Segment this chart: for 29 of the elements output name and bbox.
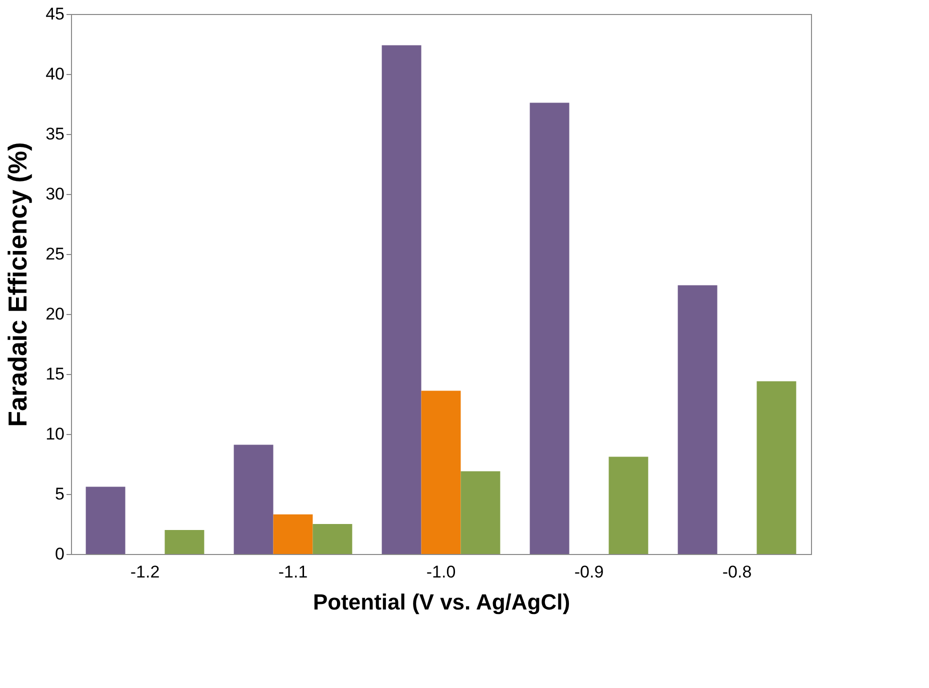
y-tick-label: 10 bbox=[46, 424, 64, 444]
y-tick-label: 25 bbox=[46, 244, 64, 264]
bar bbox=[460, 471, 500, 554]
x-axis-title: Potential (V vs. Ag/AgCl) bbox=[312, 590, 570, 614]
x-tick-label: -1.2 bbox=[130, 562, 160, 582]
x-tick-label: -0.9 bbox=[574, 562, 604, 582]
bar bbox=[530, 102, 570, 554]
x-tick-label: -1.0 bbox=[426, 562, 456, 582]
y-tick-label: 40 bbox=[46, 64, 64, 84]
y-tick-label: 0 bbox=[55, 544, 64, 564]
bar bbox=[86, 486, 126, 554]
bar bbox=[756, 381, 796, 554]
x-tick-label: -0.8 bbox=[722, 562, 752, 582]
y-axis-title: Faradaic Efficiency (%) bbox=[2, 142, 33, 427]
x-tick-label: -1.1 bbox=[278, 562, 308, 582]
y-tick-label: 45 bbox=[46, 4, 64, 24]
bar bbox=[164, 530, 204, 554]
y-tick-label: 20 bbox=[46, 304, 64, 324]
y-tick-label: 5 bbox=[55, 484, 64, 504]
bar bbox=[234, 444, 274, 554]
bar bbox=[382, 45, 422, 554]
bar bbox=[312, 524, 352, 554]
y-tick-label: 35 bbox=[46, 124, 64, 144]
bar bbox=[678, 285, 718, 554]
bar bbox=[421, 390, 461, 554]
y-tick-label: 15 bbox=[46, 364, 64, 384]
y-tick-label: 30 bbox=[46, 184, 64, 204]
bar bbox=[608, 456, 648, 554]
bar bbox=[273, 514, 313, 554]
